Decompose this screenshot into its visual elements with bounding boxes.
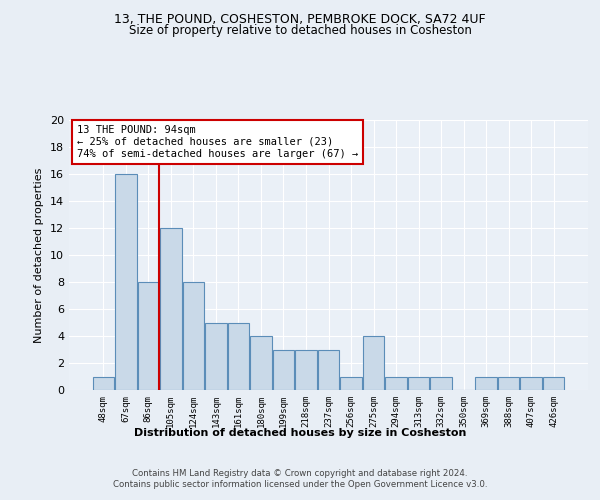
Bar (182, 282, 204, 390)
Bar (363, 336, 384, 390)
Bar (318, 350, 339, 390)
Bar (273, 350, 294, 390)
Bar (475, 376, 497, 390)
Bar (430, 376, 452, 390)
Bar (408, 376, 429, 390)
Text: Contains public sector information licensed under the Open Government Licence v3: Contains public sector information licen… (113, 480, 487, 489)
Bar (137, 282, 159, 390)
Bar (250, 336, 272, 390)
Text: 13 THE POUND: 94sqm
← 25% of detached houses are smaller (23)
74% of semi-detach: 13 THE POUND: 94sqm ← 25% of detached ho… (77, 126, 358, 158)
Bar (92, 376, 114, 390)
Bar (205, 322, 227, 390)
Bar (543, 376, 565, 390)
Bar (160, 228, 182, 390)
Y-axis label: Number of detached properties: Number of detached properties (34, 168, 44, 342)
Text: Contains HM Land Registry data © Crown copyright and database right 2024.: Contains HM Land Registry data © Crown c… (132, 469, 468, 478)
Bar (340, 376, 362, 390)
Bar (228, 322, 249, 390)
Bar (295, 350, 317, 390)
Bar (385, 376, 407, 390)
Bar (498, 376, 520, 390)
Bar (520, 376, 542, 390)
Text: Size of property relative to detached houses in Cosheston: Size of property relative to detached ho… (128, 24, 472, 37)
Bar (115, 174, 137, 390)
Text: 13, THE POUND, COSHESTON, PEMBROKE DOCK, SA72 4UF: 13, THE POUND, COSHESTON, PEMBROKE DOCK,… (114, 12, 486, 26)
Text: Distribution of detached houses by size in Cosheston: Distribution of detached houses by size … (134, 428, 466, 438)
